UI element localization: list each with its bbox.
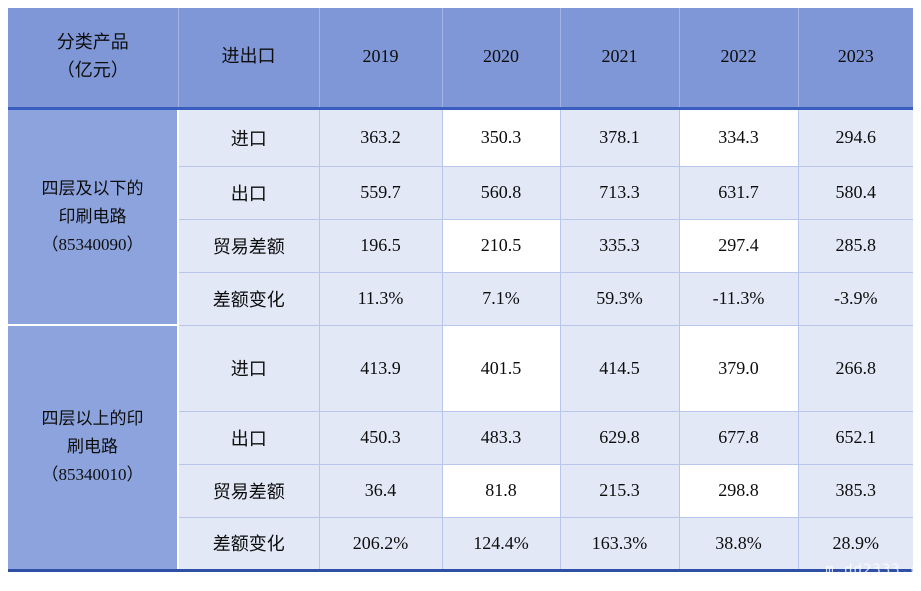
value-cell: 580.4 bbox=[797, 165, 913, 220]
value-cell: 413.9 bbox=[318, 324, 443, 412]
header-flow: 进出口 bbox=[177, 8, 320, 110]
table-row: 贸易差额 196.5 210.5 335.3 297.4 285.8 bbox=[8, 218, 913, 273]
table-row: 差额变化 206.2% 124.4% 163.3% 38.8% 28.9% bbox=[8, 516, 913, 572]
table-row: 四层以上的印 刷电路 （85340010） 进口 413.9 401.5 414… bbox=[8, 324, 913, 572]
header-year-2020: 2020 bbox=[441, 8, 561, 110]
value-cell: 631.7 bbox=[678, 165, 799, 220]
value-cell: 163.3% bbox=[559, 516, 680, 572]
table-row: 差额变化 11.3% 7.1% 59.3% -11.3% -3.9% bbox=[8, 271, 913, 326]
row-label: 进口 bbox=[177, 107, 320, 167]
group-label-line: 四层以上的印 bbox=[41, 409, 144, 429]
value-cell: 294.6 bbox=[797, 107, 913, 167]
row-label: 出口 bbox=[177, 410, 320, 465]
value-cell: 335.3 bbox=[559, 218, 680, 273]
value-cell: 266.8 bbox=[797, 324, 913, 412]
table-row: 贸易差额 36.4 81.8 215.3 298.8 385.3 bbox=[8, 463, 913, 518]
group-label-line: （85340010） bbox=[41, 465, 144, 485]
value-cell-highlight: 401.5 bbox=[441, 324, 561, 412]
value-cell: 713.3 bbox=[559, 165, 680, 220]
value-cell: -11.3% bbox=[678, 271, 799, 326]
row-label: 进口 bbox=[177, 324, 320, 412]
group-label-line: 刷电路 bbox=[67, 437, 118, 457]
value-cell: 36.4 bbox=[318, 463, 443, 518]
group-label-85340010: 四层以上的印 刷电路 （85340010） bbox=[8, 324, 179, 572]
header-year-2022: 2022 bbox=[678, 8, 799, 110]
value-cell: 363.2 bbox=[318, 107, 443, 167]
row-label: 差额变化 bbox=[177, 271, 320, 326]
group-label-85340090: 四层及以下的 印刷电路 （85340090） bbox=[8, 107, 179, 326]
trade-data-table: 分类产品 （亿元） 进出口 2019 2020 2021 2022 2023 四… bbox=[8, 8, 913, 572]
value-cell: 215.3 bbox=[559, 463, 680, 518]
value-cell: 124.4% bbox=[441, 516, 561, 572]
header-product: 分类产品 （亿元） bbox=[8, 8, 179, 110]
table-row: 四层及以下的 印刷电路 （85340090） 进口 363.2 350.3 37… bbox=[8, 107, 913, 326]
value-cell: 677.8 bbox=[678, 410, 799, 465]
value-cell: 560.8 bbox=[441, 165, 561, 220]
group-label-line: 印刷电路 bbox=[58, 206, 127, 226]
value-cell: 483.3 bbox=[441, 410, 561, 465]
value-cell: 11.3% bbox=[318, 271, 443, 326]
value-cell: 7.1% bbox=[441, 271, 561, 326]
header-year-2023: 2023 bbox=[797, 8, 913, 110]
value-cell-highlight: 379.0 bbox=[678, 324, 799, 412]
value-cell: 385.3 bbox=[797, 463, 913, 518]
header-product-line1: 分类产品 bbox=[56, 32, 129, 53]
value-cell: 196.5 bbox=[318, 218, 443, 273]
header-year-2021: 2021 bbox=[559, 8, 680, 110]
value-cell-highlight: 350.3 bbox=[441, 107, 561, 167]
value-cell: 378.1 bbox=[559, 107, 680, 167]
value-cell: 38.8% bbox=[678, 516, 799, 572]
value-cell: 59.3% bbox=[559, 271, 680, 326]
row-label: 贸易差额 bbox=[177, 218, 320, 273]
value-cell-highlight: 297.4 bbox=[678, 218, 799, 273]
row-label: 贸易差额 bbox=[177, 463, 320, 518]
value-cell: 28.9% bbox=[797, 516, 913, 572]
value-cell-highlight: 334.3 bbox=[678, 107, 799, 167]
value-cell: 206.2% bbox=[318, 516, 443, 572]
value-cell-highlight: 298.8 bbox=[678, 463, 799, 518]
header-year-2019: 2019 bbox=[318, 8, 443, 110]
value-cell: 652.1 bbox=[797, 410, 913, 465]
value-cell: 629.8 bbox=[559, 410, 680, 465]
group-label-line: （85340090） bbox=[41, 234, 144, 254]
value-cell: 285.8 bbox=[797, 218, 913, 273]
value-cell: 414.5 bbox=[559, 324, 680, 412]
value-cell-highlight: 210.5 bbox=[441, 218, 561, 273]
header-product-line2: （亿元） bbox=[56, 60, 129, 81]
table-row: 出口 559.7 560.8 713.3 631.7 580.4 bbox=[8, 165, 913, 220]
value-cell: -3.9% bbox=[797, 271, 913, 326]
value-cell: 450.3 bbox=[318, 410, 443, 465]
value-cell: 559.7 bbox=[318, 165, 443, 220]
row-label: 差额变化 bbox=[177, 516, 320, 572]
group-label-line: 四层及以下的 bbox=[41, 178, 144, 198]
row-label: 出口 bbox=[177, 165, 320, 220]
header-row: 分类产品 （亿元） 进出口 2019 2020 2021 2022 2023 bbox=[8, 8, 913, 110]
table-row: 出口 450.3 483.3 629.8 677.8 652.1 bbox=[8, 410, 913, 465]
value-cell-highlight: 81.8 bbox=[441, 463, 561, 518]
